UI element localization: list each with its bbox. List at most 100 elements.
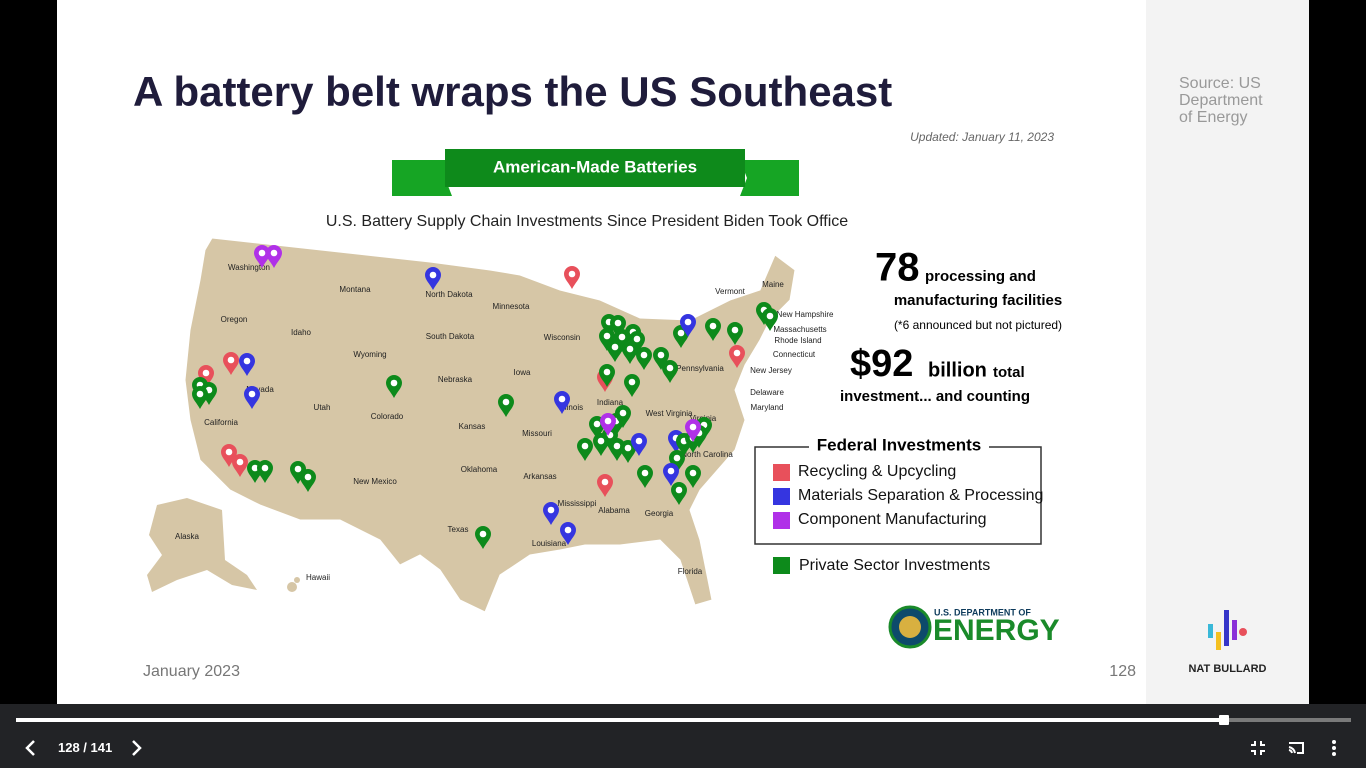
location-pin [669,450,685,473]
legend-label: Private Sector Investments [799,557,990,574]
state-label: Alabama [598,506,630,515]
legend-title: Federal Investments [817,435,981,454]
pin-dot [633,335,641,343]
cast-button[interactable] [1286,738,1306,758]
location-pin [609,438,625,461]
location-pin [631,433,647,456]
alaska [147,498,257,592]
location-pin [232,454,248,477]
pin-dot [673,454,681,462]
location-pin [620,440,636,463]
stat-unit: billion [928,359,987,381]
banner [445,149,745,187]
pin-dot [601,478,609,486]
infographic: Updated: January 11, 2023 American-Made … [147,130,1062,649]
stat-number: $92 [850,343,913,385]
source-note: Source: US Department of Energy [1179,75,1263,126]
state-label: Oregon [221,315,248,324]
state-label: Maine [762,280,784,289]
location-pin [543,502,559,525]
location-pin [671,482,687,505]
location-pin [201,382,217,405]
state-label: Vermont [715,287,746,296]
state-label: North Dakota [425,290,473,299]
pin-dot [733,349,741,357]
legend-label: Component Manufacturing [798,511,987,528]
location-pin [615,405,631,428]
state-label: Colorado [371,412,404,421]
state-label: Nevada [246,385,274,394]
location-pin [653,347,669,370]
pin-dot [613,442,621,450]
pin-dot [597,437,605,445]
stat-number: 78 [875,246,920,290]
banner-tail [740,160,799,196]
state-label: Montana [339,285,371,294]
viewer-toolbar [0,704,1366,768]
pin-dot [626,345,634,353]
location-pin [762,308,778,331]
pin-dot [667,467,675,475]
exit-fullscreen-button[interactable] [1248,738,1268,758]
pin-dot [568,270,576,278]
pin-dot [689,469,697,477]
pin-dot [677,329,685,337]
legend-label: Recycling & Upcycling [798,463,956,480]
pin-dot [390,379,398,387]
state-label: South Dakota [426,332,475,341]
location-pin [564,266,580,289]
location-pin [622,341,638,364]
pin-dot [684,318,692,326]
location-pin [685,419,701,442]
pin-dot [196,390,204,398]
location-pin [223,352,239,375]
state-label: Hawaii [306,573,330,582]
location-pin [663,463,679,486]
progress-knob[interactable] [1219,715,1229,725]
location-pin [727,322,743,345]
state-label: Illinois [561,403,583,412]
location-pin [577,438,593,461]
state-label: Wyoming [353,350,386,359]
prev-button[interactable] [21,738,41,758]
state-label: Nebraska [438,375,473,384]
pin-dot [547,506,555,514]
pin-dot [628,378,636,386]
slide-date: January 2023 [143,663,240,680]
state-label: North Carolina [681,450,733,459]
location-pin [593,433,609,456]
state-label: Missouri [522,429,552,438]
location-pin [599,328,615,351]
pin-dot [640,351,648,359]
brand-logo [1208,610,1247,650]
state-label: New Hampshire [777,310,834,319]
slide-number: 128 [1109,663,1136,680]
more-button[interactable] [1324,738,1344,758]
stat-text: investment... and counting [840,388,1030,405]
pin-dot [558,395,566,403]
pin-dot [635,437,643,445]
legend-title-bg [809,436,989,456]
location-pin [705,318,721,341]
location-pin [637,465,653,488]
location-pin [597,474,613,497]
next-button[interactable] [126,738,146,758]
map-subtitle: U.S. Battery Supply Chain Investments Si… [326,213,848,230]
doe-seal [899,616,921,638]
state-label: Texas [448,525,469,534]
state-label: Utah [314,403,331,412]
state-label: Oklahoma [461,465,498,474]
location-pin [629,331,645,354]
location-pin [221,444,237,467]
state-label: Indiana [597,398,624,407]
state-label: Alaska [175,532,200,541]
pin-dot [611,343,619,351]
pin-dot [304,473,312,481]
pin-dot [243,357,251,365]
state-label: Georgia [645,509,674,518]
hawaii [287,582,297,592]
sidebar: Source: US Department of Energy NAT BULL… [1146,0,1309,704]
location-pin [257,460,273,483]
pin-dot [766,312,774,320]
location-pin [729,345,745,368]
